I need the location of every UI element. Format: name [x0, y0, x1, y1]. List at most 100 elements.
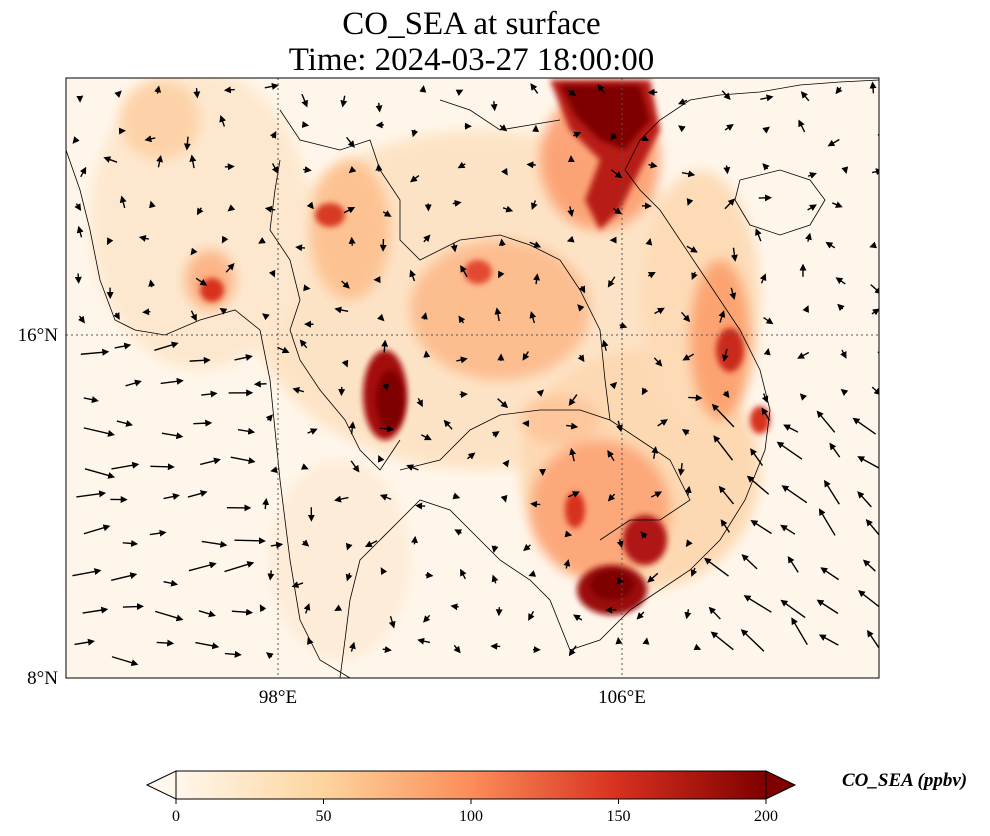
wind-arrow: [420, 312, 428, 320]
wind-arrow: [568, 645, 577, 657]
wind-arrow: [119, 195, 127, 209]
lat-tick-8: 8°N: [27, 668, 58, 689]
wind-arrow: [295, 244, 306, 252]
wind-arrow: [163, 579, 179, 587]
wind-arrow: [345, 572, 353, 582]
wind-arrow: [450, 242, 458, 253]
wind-arrow: [870, 284, 879, 295]
colorbar-extend-max: [765, 770, 797, 800]
wind-arrow: [350, 460, 360, 473]
wind-arrow: [807, 204, 817, 211]
wind-arrow: [761, 407, 771, 421]
wind-arrow: [567, 206, 575, 218]
wind-arrow: [612, 207, 622, 215]
wind-arrow: [783, 424, 799, 433]
wind-arrow: [531, 200, 538, 211]
wind-arrow: [189, 154, 197, 169]
wind-arrow: [820, 567, 840, 581]
wind-arrow: [270, 466, 278, 474]
wind-arrow: [647, 271, 656, 279]
wind-arrow: [195, 641, 220, 650]
wind-arrow: [718, 485, 735, 505]
wind-arrow: [456, 356, 468, 364]
wind-arrow: [83, 524, 111, 535]
wind-arrow: [494, 307, 502, 322]
wind-arrow: [340, 95, 348, 108]
wind-arrow: [653, 357, 663, 367]
wind-arrow: [237, 427, 256, 435]
wind-arrow: [409, 269, 416, 282]
wind-arrow: [149, 200, 156, 209]
wind-arrow: [684, 609, 692, 620]
wind-arrow: [334, 604, 343, 611]
wind-arrow: [648, 161, 658, 169]
wind-arrow: [762, 163, 770, 171]
wind-arrow: [857, 491, 872, 508]
wind-arrow: [77, 315, 85, 324]
wind-arrow: [640, 531, 648, 539]
wind-arrow: [724, 124, 734, 131]
wind-arrow: [807, 172, 817, 179]
wind-arrow: [710, 631, 734, 651]
wind-arrow: [348, 166, 357, 174]
wind-arrow: [746, 475, 770, 495]
map-frame: [65, 77, 880, 679]
colorbar-tick-100: 100: [459, 808, 483, 825]
wind-arrow: [500, 494, 508, 503]
wind-arrow: [857, 456, 879, 469]
wind-arrow: [156, 154, 163, 168]
wind-arrow: [685, 539, 693, 548]
wind-arrow: [262, 313, 270, 321]
wind-arrow: [750, 448, 764, 467]
wind-arrow: [657, 419, 668, 427]
wind-arrow: [654, 307, 665, 315]
wind-arrow: [455, 89, 464, 96]
wind-arrow: [79, 166, 87, 178]
wind-arrow: [270, 541, 284, 549]
wind-arrow: [651, 446, 659, 459]
wind-arrow: [686, 245, 698, 253]
wind-arrow: [83, 396, 99, 404]
wind-arrow: [601, 339, 609, 351]
wind-arrow: [388, 616, 396, 629]
wind-arrow: [641, 134, 650, 142]
wind-arrow: [835, 277, 846, 285]
co-concentration-field: [66, 78, 879, 678]
wind-arrow: [334, 306, 349, 314]
wind-arrow: [116, 420, 134, 427]
wind-arrow: [375, 102, 383, 113]
wind-arrow: [195, 277, 208, 286]
wind-arrow: [824, 479, 840, 505]
wind-arrow: [713, 435, 734, 461]
wind-arrow: [723, 165, 731, 175]
wind-arrow: [684, 485, 692, 496]
wind-arrow: [306, 201, 314, 210]
wind-arrow: [125, 379, 142, 387]
wind-arrow: [681, 170, 696, 178]
wind-arrow: [816, 599, 839, 615]
colorbar-tick-0: 0: [172, 808, 180, 825]
wind-arrow: [722, 390, 730, 399]
wind-arrow: [522, 351, 530, 361]
wind-arrow: [690, 567, 698, 577]
wind-arrow: [759, 273, 767, 284]
wind-arrow: [122, 539, 139, 547]
wind-arrow: [688, 394, 703, 402]
wind-arrow: [857, 590, 879, 607]
wind-arrow: [306, 637, 314, 645]
wind-arrow: [563, 559, 571, 569]
wind-arrow: [497, 398, 509, 409]
wind-arrow: [457, 161, 466, 169]
wind-arrow: [645, 237, 653, 246]
wind-arrow: [743, 595, 772, 613]
wind-arrow: [523, 543, 531, 552]
wind-arrow: [780, 599, 806, 619]
colorbar-gradient: [175, 770, 767, 800]
wind-arrow: [364, 540, 378, 547]
wind-arrow: [866, 629, 879, 650]
wind-arrow: [502, 459, 510, 468]
wind-arrow: [721, 90, 731, 100]
wind-arrow: [840, 388, 849, 396]
wind-arrow: [740, 629, 765, 652]
wind-arrow: [154, 85, 162, 94]
